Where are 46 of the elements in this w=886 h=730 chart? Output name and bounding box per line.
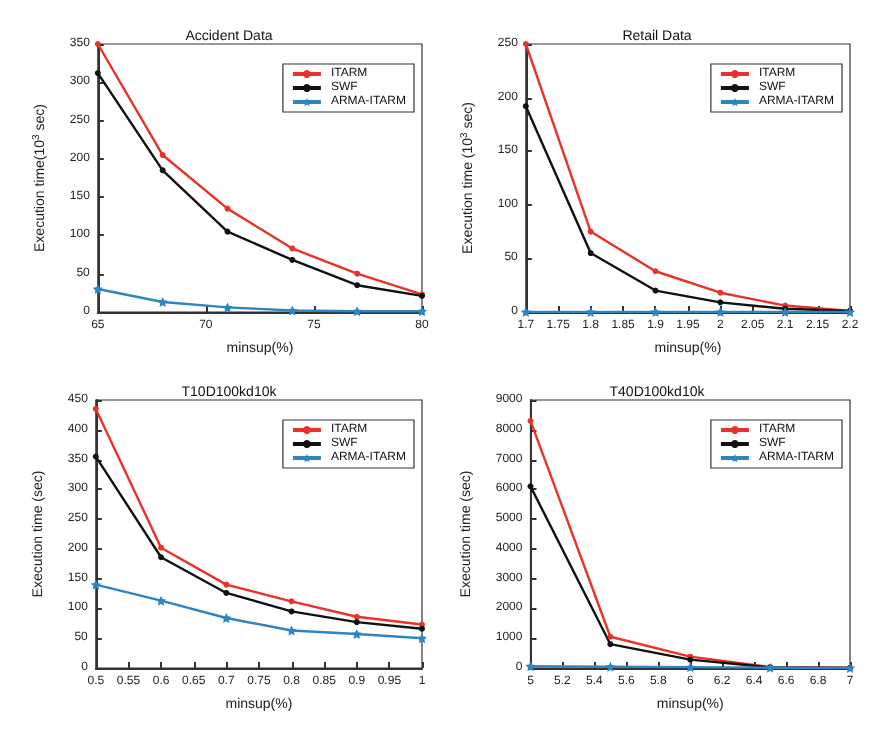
point	[417, 633, 427, 644]
point	[353, 613, 360, 620]
point	[159, 167, 166, 174]
point	[685, 662, 696, 673]
point	[90, 579, 101, 590]
point	[94, 70, 101, 77]
point	[520, 307, 531, 317]
point	[522, 103, 529, 110]
point	[585, 307, 596, 317]
point	[288, 608, 295, 615]
point	[223, 581, 230, 588]
point	[587, 250, 594, 257]
point	[607, 633, 614, 640]
point	[92, 453, 99, 460]
point	[289, 245, 296, 252]
point	[158, 554, 165, 561]
point	[288, 598, 295, 605]
point	[287, 305, 298, 316]
line-series	[92, 453, 425, 632]
point	[650, 307, 661, 317]
point	[159, 152, 166, 159]
point	[92, 284, 103, 295]
point	[223, 589, 230, 596]
point	[780, 307, 791, 317]
point	[158, 544, 165, 551]
point	[352, 306, 363, 317]
point	[652, 268, 659, 275]
point	[587, 228, 594, 235]
line-series	[522, 41, 853, 314]
point	[607, 641, 614, 648]
point	[525, 661, 536, 672]
point	[717, 289, 724, 296]
point	[605, 661, 616, 672]
point	[652, 287, 659, 294]
point	[92, 405, 99, 412]
point	[354, 282, 361, 289]
point	[289, 256, 296, 263]
point	[715, 307, 726, 317]
point	[353, 619, 360, 626]
point	[354, 270, 361, 277]
point	[224, 228, 231, 235]
point	[717, 299, 724, 306]
point	[527, 417, 534, 424]
point	[351, 629, 362, 640]
point	[156, 595, 167, 606]
point	[221, 612, 232, 623]
